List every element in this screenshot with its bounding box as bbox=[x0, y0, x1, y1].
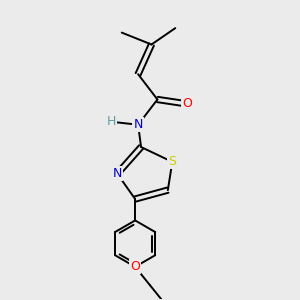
Text: N: N bbox=[134, 118, 143, 131]
Text: O: O bbox=[182, 98, 192, 110]
Text: N: N bbox=[112, 167, 122, 180]
Text: S: S bbox=[168, 155, 176, 168]
Text: H: H bbox=[107, 115, 116, 128]
Text: O: O bbox=[130, 260, 140, 273]
